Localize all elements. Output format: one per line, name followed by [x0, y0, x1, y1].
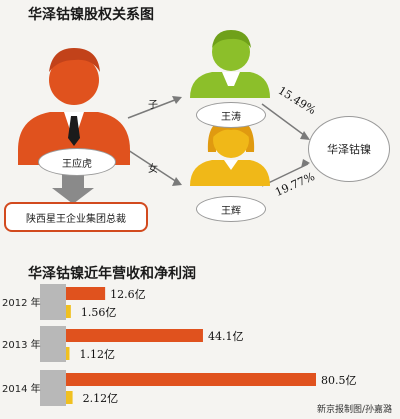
company-name: 华泽钴镍 — [327, 143, 371, 156]
arrow-to-son — [172, 96, 182, 104]
credit: 新京报制图/孙嘉潞 — [316, 405, 392, 415]
relation-daughter: 女 — [148, 164, 158, 175]
son-label: 王涛 — [196, 102, 266, 128]
group-name: 陕西星王企业集团总裁 — [26, 213, 126, 225]
revenue-bar — [66, 329, 203, 342]
profit-value: 1.56亿 — [80, 306, 117, 319]
year-panel — [40, 370, 66, 406]
year-panel — [40, 284, 66, 320]
diagram-title: 华泽钴镍股权关系图 — [28, 7, 154, 23]
daughter-name: 王辉 — [221, 205, 241, 217]
year-label: 2013 年 — [2, 340, 41, 351]
year-label: 2012 年 — [2, 298, 41, 309]
daughter-label: 王辉 — [196, 196, 266, 222]
year-label: 2014 年 — [2, 384, 41, 395]
revenue-value: 12.6亿 — [110, 288, 146, 301]
profit-value: 2.12亿 — [82, 392, 119, 405]
revenue-bar — [66, 373, 316, 386]
arrow-to-daughter — [172, 177, 182, 186]
relation-son: 子 — [148, 100, 158, 111]
arrowheads — [172, 96, 310, 186]
group-label: 陕西星王企业集团总裁 — [4, 202, 148, 232]
chart-title: 华泽钴镍近年营收和净利润 — [28, 266, 196, 282]
profit-bar — [66, 305, 71, 318]
profit-value: 1.12亿 — [79, 348, 115, 361]
revenue-bar — [66, 287, 106, 300]
father-name: 王应虎 — [62, 158, 92, 170]
revenue-value: 44.1亿 — [207, 330, 244, 343]
father-label: 王应虎 — [38, 148, 116, 176]
profit-bar — [66, 391, 73, 404]
year-panel — [40, 326, 66, 362]
down-arrow — [52, 174, 94, 204]
son-avatar — [190, 30, 270, 98]
son-name: 王涛 — [221, 111, 241, 123]
arrow-to-company-bottom — [301, 159, 310, 168]
arrow-to-company-top — [300, 131, 310, 140]
company-node: 华泽钴镍 — [308, 116, 390, 182]
profit-bar — [66, 347, 70, 360]
revenue-value: 80.5亿 — [321, 374, 357, 387]
